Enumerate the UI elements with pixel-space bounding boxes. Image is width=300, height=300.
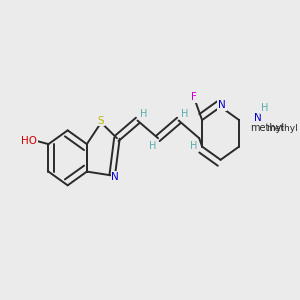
Text: H: H bbox=[149, 141, 156, 151]
Text: methyl: methyl bbox=[266, 124, 298, 134]
Text: N: N bbox=[254, 113, 262, 123]
Text: H: H bbox=[181, 109, 189, 119]
Text: N: N bbox=[112, 172, 119, 182]
Text: N: N bbox=[218, 100, 226, 110]
Text: methyl: methyl bbox=[250, 123, 285, 133]
Text: H: H bbox=[190, 141, 197, 151]
Text: H: H bbox=[261, 103, 268, 113]
Text: S: S bbox=[98, 116, 104, 126]
Text: H: H bbox=[140, 109, 148, 119]
Text: HO: HO bbox=[22, 136, 38, 146]
Text: F: F bbox=[191, 92, 197, 103]
